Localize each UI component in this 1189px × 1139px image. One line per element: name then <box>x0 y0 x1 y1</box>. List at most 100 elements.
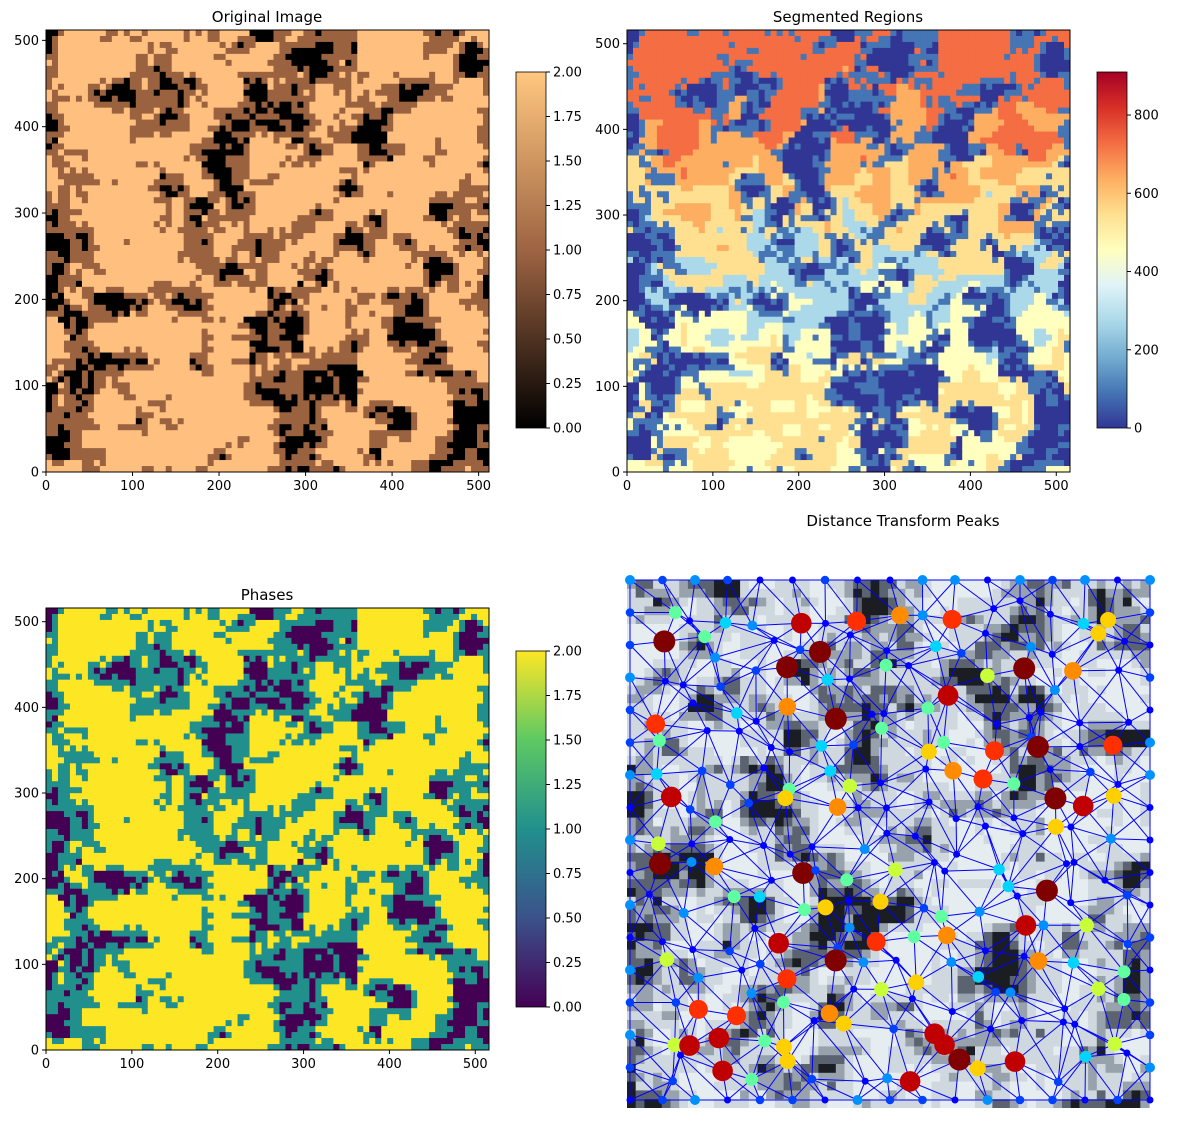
heatmap-cell <box>93 137 101 145</box>
heatmap-cell <box>381 466 388 472</box>
heatmap-cell <box>105 298 113 306</box>
heatmap-cell <box>285 149 293 157</box>
heatmap-cell <box>219 77 227 85</box>
heatmap-cell <box>315 448 322 455</box>
heatmap-cell <box>201 95 209 103</box>
panel-original-image: Original Image 0 100 200 300 400 500010020030… <box>14 8 582 494</box>
heatmap-cell <box>189 382 197 389</box>
heatmap-cell <box>261 119 269 127</box>
heatmap-cell <box>387 119 394 127</box>
heatmap-cell <box>429 107 436 115</box>
heatmap-cell <box>87 197 95 204</box>
heatmap-cell <box>87 436 95 443</box>
heatmap-cell <box>321 286 328 294</box>
heatmap-cell <box>129 89 137 97</box>
heatmap-cell <box>297 239 305 246</box>
heatmap-cell <box>291 179 299 186</box>
heatmap-cell <box>297 274 305 282</box>
heatmap-cell <box>417 245 424 252</box>
heatmap-cell <box>237 185 245 192</box>
heatmap-cell <box>315 388 322 395</box>
heatmap-cell <box>105 442 113 449</box>
heatmap-cell <box>429 298 436 306</box>
heatmap-cell <box>285 286 293 294</box>
heatmap-cell <box>135 185 143 192</box>
heatmap-cell <box>351 41 358 49</box>
heatmap-cell <box>63 406 71 413</box>
heatmap-cell <box>183 107 191 115</box>
heatmap-cell <box>81 286 89 294</box>
heatmap-cell <box>315 239 322 246</box>
heatmap-cell <box>189 304 197 312</box>
heatmap-cell <box>111 221 119 228</box>
heatmap-cell <box>123 155 131 162</box>
heatmap-cell <box>201 292 209 300</box>
heatmap-cell <box>195 185 203 192</box>
heatmap-cell <box>231 268 239 276</box>
heatmap-cell <box>69 95 77 103</box>
heatmap-cell <box>189 388 197 395</box>
heatmap-cell <box>375 161 382 168</box>
heatmap-cell <box>393 436 400 443</box>
heatmap-cell <box>231 256 239 264</box>
heatmap-cell <box>303 107 311 115</box>
heatmap-cell <box>369 239 376 246</box>
heatmap-cell <box>201 215 209 222</box>
heatmap-cell <box>429 95 436 103</box>
heatmap-cell <box>309 155 316 162</box>
heatmap-cell <box>429 113 436 121</box>
heatmap-cell <box>213 262 221 270</box>
heatmap-cell <box>99 424 107 431</box>
heatmap-cell <box>141 388 149 395</box>
heatmap-cell <box>255 71 263 79</box>
heatmap-cell <box>177 322 185 330</box>
heatmap-cell <box>111 298 119 306</box>
heatmap-cell <box>357 412 364 419</box>
heatmap-cell <box>141 167 149 174</box>
heatmap-cell <box>303 77 311 85</box>
heatmap-cell <box>261 418 269 425</box>
heatmap-cell <box>279 292 287 300</box>
heatmap-cell <box>69 203 77 210</box>
heatmap-cell <box>117 370 125 378</box>
heatmap-cell <box>429 221 436 228</box>
heatmap-cell <box>321 340 328 348</box>
heatmap-cell <box>99 280 107 288</box>
heatmap-cell <box>321 125 328 133</box>
heatmap-cell <box>219 143 227 151</box>
heatmap-cell <box>315 256 322 264</box>
heatmap-cell <box>75 209 83 216</box>
heatmap-cell <box>399 268 406 276</box>
heatmap-cell <box>81 274 89 282</box>
heatmap-cell <box>381 388 388 395</box>
heatmap-cell <box>165 149 173 157</box>
heatmap-cell <box>123 292 131 300</box>
heatmap-cell <box>141 83 149 91</box>
heatmap-cell <box>351 71 358 79</box>
heatmap-cell <box>435 280 442 288</box>
heatmap-cell <box>177 286 185 294</box>
heatmap-cell <box>189 30 197 37</box>
heatmap-cell <box>441 125 448 133</box>
heatmap-cell <box>46 340 53 348</box>
heatmap-cell <box>273 256 281 264</box>
heatmap-cell <box>345 119 352 127</box>
heatmap-cell <box>243 47 251 55</box>
heatmap-cell <box>135 430 143 437</box>
heatmap-cell <box>213 185 221 192</box>
heatmap-cell <box>46 322 53 330</box>
heatmap-cell <box>309 53 316 61</box>
heatmap-cell <box>369 406 376 413</box>
heatmap-cell <box>435 197 442 204</box>
heatmap-cell <box>183 406 191 413</box>
heatmap-cell <box>435 328 442 336</box>
heatmap-cell <box>111 382 119 389</box>
heatmap-cell <box>417 233 424 240</box>
heatmap-cell <box>195 83 203 91</box>
heatmap-cell <box>46 268 53 276</box>
heatmap-cell <box>423 466 430 472</box>
heatmap-cell <box>225 53 233 61</box>
heatmap-cell <box>363 418 370 425</box>
heatmap-cell <box>429 149 436 157</box>
heatmap-cell <box>231 448 239 455</box>
